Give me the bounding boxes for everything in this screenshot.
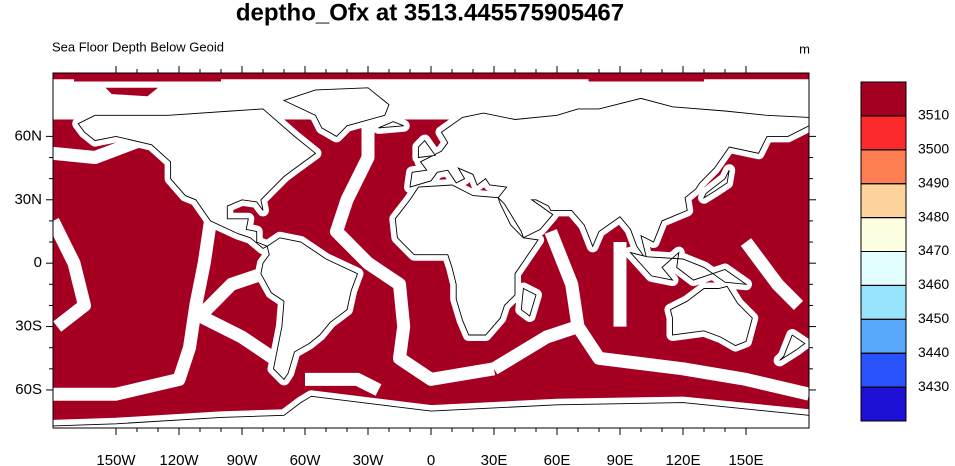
ridge [490,320,581,375]
coastline [669,285,753,347]
colorbar-box [860,115,907,151]
colorbar-label: 3490 [918,174,949,190]
ridge [740,238,804,310]
coastline [702,170,730,199]
coastline [282,87,390,137]
colorbar-box [860,386,907,422]
colorbar-label: 3480 [918,208,949,224]
colorbar-label: 3470 [918,242,949,258]
map-area [53,73,809,428]
arctic-deep-patch [74,77,221,82]
colorbar-box [860,183,907,219]
colorbar-label: 3440 [918,344,949,360]
ridge [53,219,217,401]
ridge [305,372,382,396]
colorbar-box [860,284,907,320]
ridge [544,229,809,401]
x-tick-label: 30W [353,452,385,466]
colorbar-label: 3500 [918,141,949,157]
y-tick-label: 30N [14,191,42,208]
chart-title: deptho_Ofx at 3513.445575905467 [236,0,624,26]
colorbar-box [860,251,907,286]
coastline [779,334,806,361]
x-tick-label: 30E [481,452,508,466]
coastline [409,97,809,262]
ridge [193,267,278,364]
coastline [417,139,437,159]
colorbar-box [860,149,907,185]
coastline [77,108,317,249]
x-tick-label: 150W [96,452,136,466]
coastline [629,251,748,285]
ridge [330,119,496,386]
x-tick-label: 150E [728,452,763,466]
colorbar-label: 3450 [918,310,949,326]
y-tick-label: 0 [34,254,42,271]
units: m [799,41,810,56]
arctic-deep-patch [105,87,158,97]
y-tick-label: 30S [15,318,42,335]
colorbar-label: 3430 [918,378,949,394]
colorbar-box [860,217,907,253]
x-tick-label: 90E [607,452,634,466]
x-tick-label: 0 [427,452,435,466]
x-tick-label: 120W [159,452,199,466]
x-tick-label: 90W [227,452,259,466]
colorbar-box [860,81,907,117]
coastline [53,395,809,428]
colorbar-label: 3510 [918,107,949,123]
coastline [394,184,539,336]
x-tick-label: 60W [290,452,322,466]
coastline [520,287,537,317]
arctic-deep-patch [588,75,704,82]
coastline [378,121,404,129]
y-tick-label: 60N [14,127,42,144]
x-tick-label: 60E [544,452,571,466]
colorbar-box [860,352,907,388]
colorbar-label: 3460 [918,276,949,292]
x-tick-label: 120E [665,452,700,466]
subtitle: Sea Floor Depth Below Geoid [52,39,224,54]
frame: 150W 120W 90W 60W 30W 0 30E 60E 90E 120E 150E 60S 30… [14,66,816,466]
coastline [260,237,359,381]
ridge [53,218,91,332]
y-tick-label: 60S [15,381,42,398]
colorbar-box [860,318,907,354]
